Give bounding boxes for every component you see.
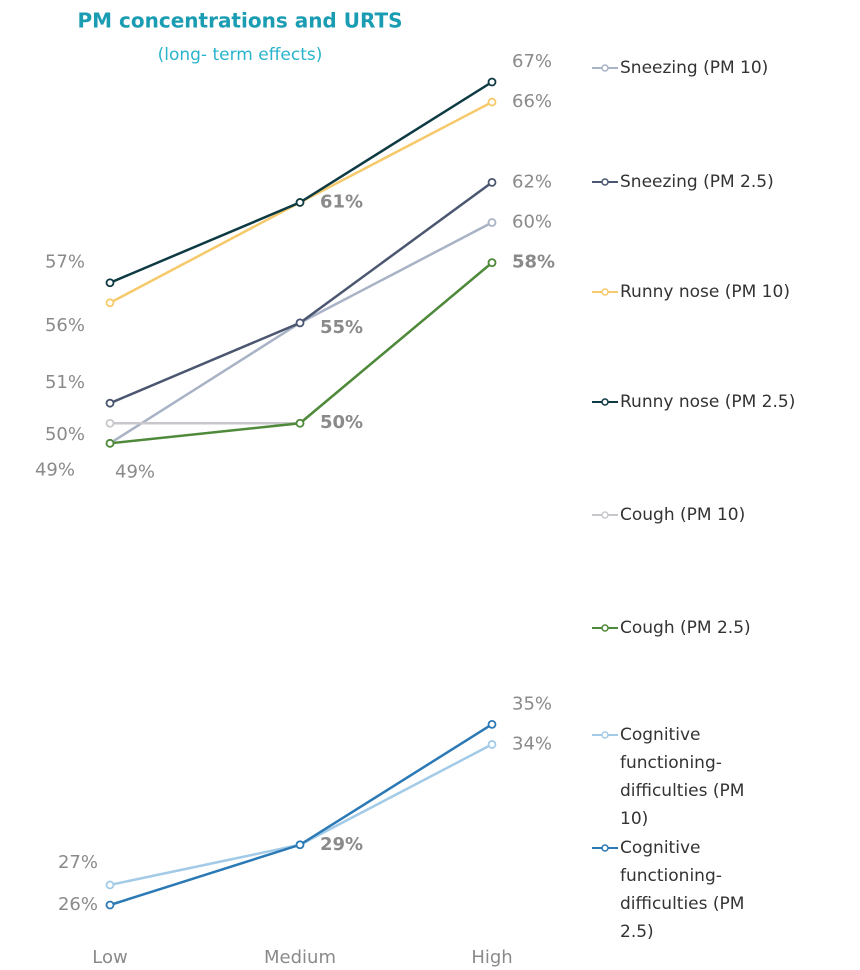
chart-subtitle: (long- term effects)	[158, 45, 323, 65]
legend-marker	[601, 288, 609, 296]
point	[487, 97, 497, 107]
data-label: 51%	[45, 372, 85, 393]
data-label: 58%	[512, 252, 555, 273]
line	[109, 181, 493, 405]
legend-entry: Cough (PM 10)	[620, 505, 746, 525]
legend-marker	[601, 64, 609, 72]
point	[295, 318, 305, 328]
data-label: 56%	[45, 315, 85, 336]
legend-entry: Cognitive functioning-difficulties (PM 1…	[620, 725, 745, 829]
legend-marker	[601, 178, 609, 186]
data-label: 27%	[58, 852, 98, 873]
data-label: 50%	[320, 412, 363, 433]
data-label: 49%	[115, 461, 155, 482]
data-label: 67%	[512, 51, 552, 72]
point	[487, 740, 497, 749]
legend-entry: Runny nose (PM 10)	[620, 282, 790, 302]
point	[487, 218, 497, 227]
legend-marker	[601, 624, 609, 632]
point	[295, 840, 305, 850]
line	[109, 723, 493, 907]
data-label: 60%	[512, 212, 552, 233]
point	[105, 278, 115, 288]
legend-marker	[601, 398, 609, 406]
point	[487, 77, 497, 87]
data-label: 62%	[512, 171, 552, 192]
point	[105, 418, 115, 428]
point	[295, 198, 305, 207]
line	[110, 261, 493, 425]
point	[105, 438, 115, 448]
data-label: 66%	[512, 91, 552, 112]
point	[105, 398, 115, 408]
data-label: 57%	[45, 252, 85, 273]
legend-entry: Sneezing (PM 10)	[620, 58, 769, 78]
legend-marker	[601, 511, 609, 519]
data-label: 26%	[58, 894, 98, 915]
legend-entry: Runny nose (PM 2.5)	[620, 392, 796, 412]
point	[105, 298, 115, 308]
line	[109, 221, 493, 445]
x-tick-label: Low	[92, 947, 127, 968]
point	[295, 418, 305, 428]
point	[487, 177, 497, 187]
data-label: 61%	[320, 191, 363, 212]
legend-entry: Sneezing (PM 2.5)	[620, 172, 774, 192]
data-label: 35%	[512, 693, 552, 714]
legend-marker	[601, 844, 609, 852]
line	[109, 261, 493, 445]
data-label: 55%	[320, 317, 363, 338]
chart-title: PM concentrations and URTS	[78, 9, 403, 33]
legend-entry: Cognitive functioning-difficulties (PM 2…	[620, 838, 745, 942]
point	[105, 880, 115, 890]
point	[105, 900, 115, 910]
data-label: 34%	[512, 733, 552, 754]
data-label: 49%	[35, 459, 75, 480]
data-label: 29%	[320, 834, 363, 855]
point	[487, 719, 497, 729]
x-tick-label: High	[471, 947, 512, 968]
data-label: 50%	[45, 424, 85, 445]
legend-marker	[601, 731, 609, 739]
legend-entry: Cough (PM 2.5)	[620, 618, 751, 638]
point	[487, 258, 497, 268]
x-tick-label: Medium	[264, 947, 336, 968]
line	[109, 743, 493, 887]
